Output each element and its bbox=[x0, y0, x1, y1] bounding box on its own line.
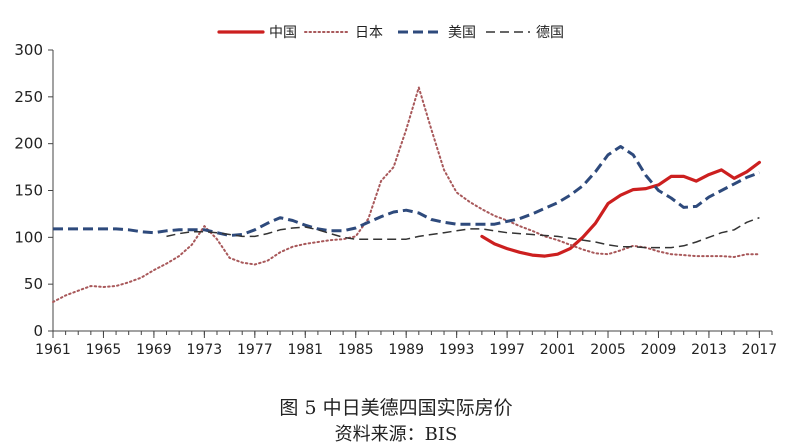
x-tick-label: 1981 bbox=[287, 342, 323, 358]
legend-label-usa: 美国 bbox=[448, 25, 476, 41]
figure-caption: 图 5 中日美德四国实际房价 bbox=[279, 397, 513, 419]
x-tick-label: 2017 bbox=[742, 342, 778, 358]
source-note: 资料来源：BIS bbox=[334, 424, 458, 445]
x-tick-label: 2013 bbox=[691, 342, 727, 358]
x-tick-label: 1973 bbox=[187, 342, 223, 358]
series-line-china bbox=[480, 160, 762, 258]
y-tick-label: 200 bbox=[14, 135, 43, 153]
x-tick-label: 1961 bbox=[35, 342, 71, 358]
y-tick-label: 0 bbox=[33, 322, 43, 340]
y-tick-label: 50 bbox=[24, 275, 43, 293]
x-tick-label: 2005 bbox=[590, 342, 626, 358]
x-tick-label: 1985 bbox=[338, 342, 374, 358]
x-tick-label: 1965 bbox=[86, 342, 122, 358]
legend-label-germany: 德国 bbox=[536, 25, 564, 41]
x-tick-label: 1969 bbox=[136, 342, 172, 358]
series-line-germany bbox=[166, 216, 760, 249]
x-tick-label: 2001 bbox=[540, 342, 576, 358]
series-line-usa bbox=[53, 145, 760, 237]
y-tick-label: 150 bbox=[14, 182, 43, 200]
series-line-japan bbox=[52, 86, 761, 303]
y-tick-label: 300 bbox=[14, 41, 43, 59]
legend-label-japan: 日本 bbox=[355, 25, 383, 41]
y-tick-label: 250 bbox=[14, 88, 43, 106]
x-tick-label: 1989 bbox=[388, 342, 424, 358]
y-tick-label: 100 bbox=[14, 228, 43, 246]
x-tick-label: 1997 bbox=[489, 342, 525, 358]
legend-label-china: 中国 bbox=[269, 25, 297, 41]
x-tick-label: 1977 bbox=[237, 342, 273, 358]
x-tick-label: 2009 bbox=[641, 342, 677, 358]
chart-svg: 0 50 100 150 200 250 300 1961 1965 1969 1973 1977 19… bbox=[14, 25, 778, 358]
x-tick-label: 1993 bbox=[439, 342, 475, 358]
